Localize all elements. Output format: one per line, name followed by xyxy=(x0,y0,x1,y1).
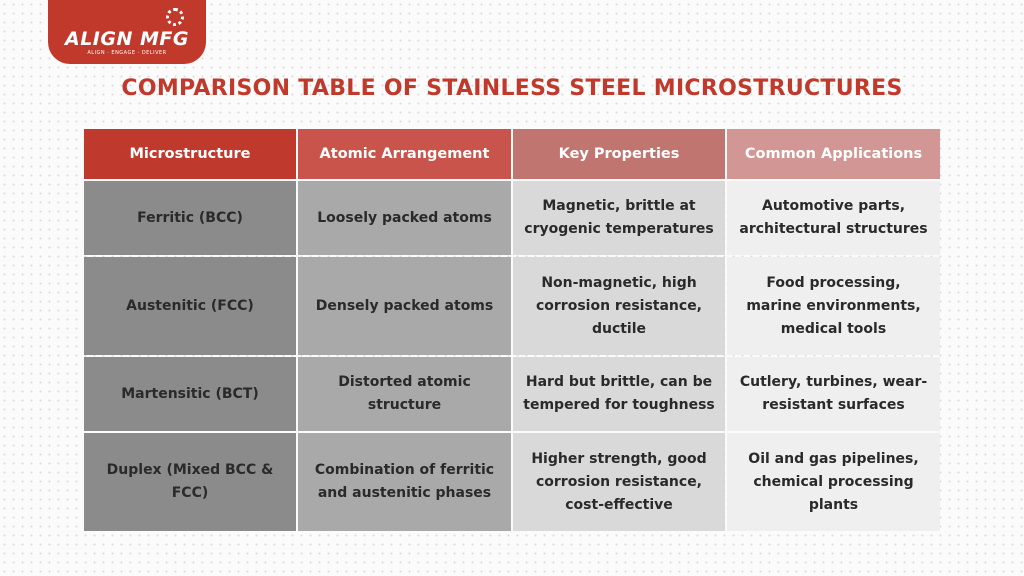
gear-icon xyxy=(166,8,184,26)
table-cell: Automotive parts, architectural structur… xyxy=(727,181,940,255)
table-row: Martensitic (BCT) Distorted atomic struct… xyxy=(84,357,940,431)
column-header: Microstructure xyxy=(84,129,296,179)
table-cell: Higher strength, good corrosion resistan… xyxy=(513,433,725,531)
table-cell: Ferritic (BCC) xyxy=(84,181,296,255)
table-header-row: Microstructure Atomic Arrangement Key Pr… xyxy=(84,129,940,179)
logo: ALIGN MFG ALIGN · ENGAGE · DELIVER xyxy=(48,0,206,64)
table-cell: Densely packed atoms xyxy=(298,257,511,355)
column-header: Atomic Arrangement xyxy=(298,129,511,179)
table-row: Duplex (Mixed BCC & FCC) Combination of f… xyxy=(84,433,940,531)
table-cell: Cutlery, turbines, wear-resistant surfac… xyxy=(727,357,940,431)
table-cell: Food processing, marine environments, me… xyxy=(727,257,940,355)
page-title: COMPARISON TABLE OF STAINLESS STEEL MICR… xyxy=(121,76,903,101)
table-cell: Loosely packed atoms xyxy=(298,181,511,255)
table-cell: Austenitic (FCC) xyxy=(84,257,296,355)
table-cell: Non-magnetic, high corrosion resistance,… xyxy=(513,257,725,355)
column-header: Common Applications xyxy=(727,129,940,179)
logo-name: ALIGN MFG xyxy=(65,28,189,50)
table-cell: Distorted atomic structure xyxy=(298,357,511,431)
table-row: Ferritic (BCC) Loosely packed atoms Magnet… xyxy=(84,181,940,255)
table-cell: Oil and gas pipelines, chemical processi… xyxy=(727,433,940,531)
table-row: Austenitic (FCC) Densely packed atoms Non-… xyxy=(84,257,940,355)
logo-tagline: ALIGN · ENGAGE · DELIVER xyxy=(87,50,167,56)
table-cell: Duplex (Mixed BCC & FCC) xyxy=(84,433,296,531)
table-cell: Martensitic (BCT) xyxy=(84,357,296,431)
table-cell: Hard but brittle, can be tempered for to… xyxy=(513,357,725,431)
column-header: Key Properties xyxy=(513,129,725,179)
table-cell: Combination of ferritic and austenitic p… xyxy=(298,433,511,531)
comparison-table: Microstructure Atomic Arrangement Key Pr… xyxy=(82,127,942,533)
table-cell: Magnetic, brittle at cryogenic temperatu… xyxy=(513,181,725,255)
